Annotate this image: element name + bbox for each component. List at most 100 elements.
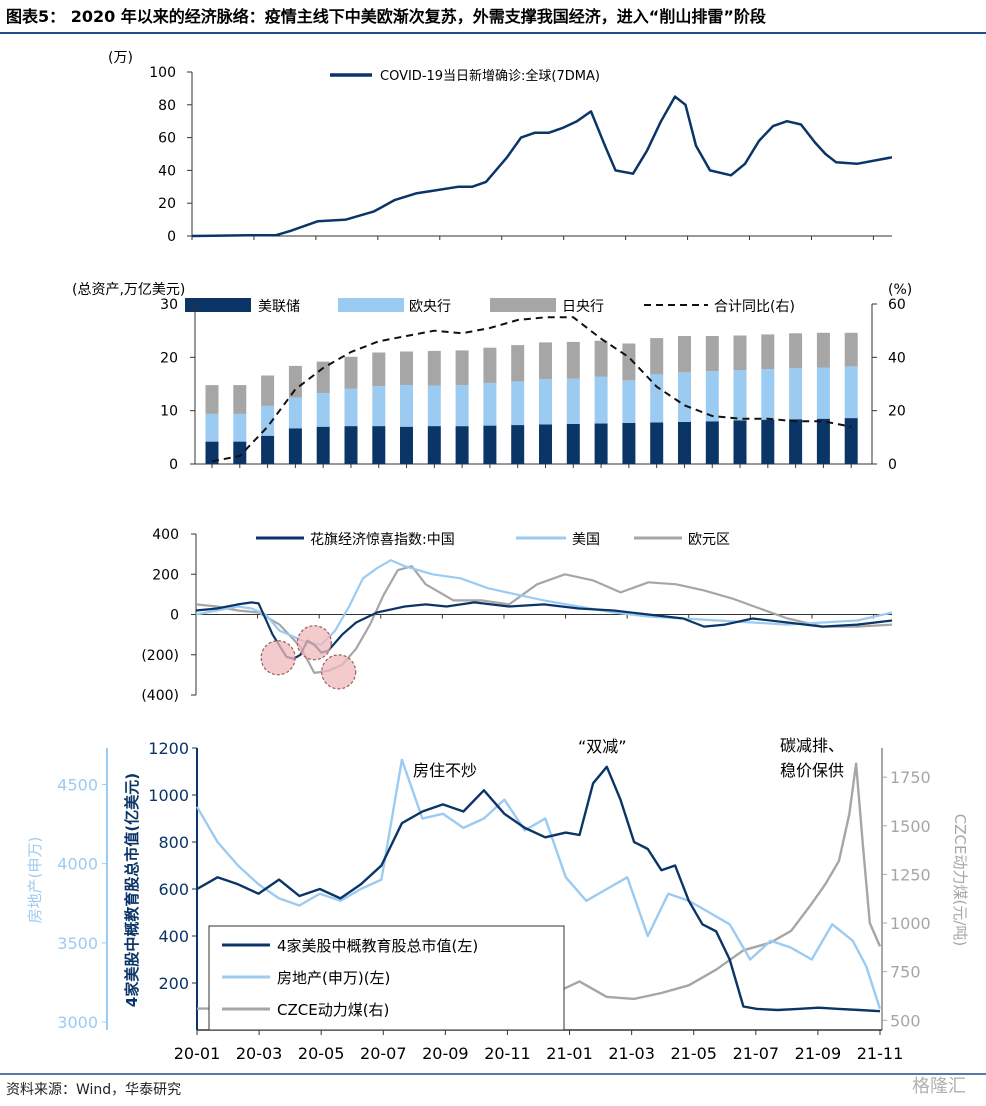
p4-annotation-carbon: 碳减排、 <box>780 736 844 755</box>
p4-annotation-double-reduction: “双减” <box>578 737 627 756</box>
p2-legend-label-fed: 美联储 <box>258 299 300 315</box>
p2-bar-fed <box>705 421 719 464</box>
p4-y-tick-label-right: 500 <box>890 1011 921 1030</box>
p2-bar-fed <box>789 419 803 464</box>
p2-bar-fed <box>761 419 775 464</box>
p3-legend-label-us: 美国 <box>572 532 600 548</box>
p4-y-tick-label-far-left: 4500 <box>57 775 98 794</box>
p4-x-tick-label: 21-09 <box>795 1044 842 1063</box>
p3-legend-label-china: 花旗经济惊喜指数:中国 <box>310 532 455 548</box>
p2-legend-label-ecb: 欧央行 <box>409 299 451 315</box>
p2-bar-fed <box>678 421 691 464</box>
p2-y-tick-label: 20 <box>160 350 178 366</box>
p2-bar-ecb <box>678 372 691 422</box>
p4-annotation-price-stability: 稳价保供 <box>780 761 844 780</box>
p2-bar-ecb <box>650 374 664 423</box>
p2-bar-boj <box>789 333 803 368</box>
p2-bar-fed <box>288 428 302 464</box>
p4-series-line-realestate <box>195 758 882 1010</box>
p4-axes: 200 400 600 800 1000 1200 3000 3500 4000 4500 500 7… <box>57 739 930 1063</box>
p4-x-tick-label: 20-09 <box>422 1044 469 1063</box>
p2-bar-boj <box>316 361 330 394</box>
p2-bar-boj <box>205 385 219 414</box>
p4-x-tick-label: 20-07 <box>360 1044 407 1063</box>
p4-annotation-housing: 房住不炒 <box>413 761 477 780</box>
p2-y-tick-label-right: 0 <box>888 457 897 473</box>
p4-y-tick-label: 800 <box>158 833 189 852</box>
p4-y-tick-label: 200 <box>158 974 189 993</box>
p4-x-tick-label: 21-07 <box>733 1044 780 1063</box>
p1-unit-label: (万) <box>108 50 133 66</box>
p2-bar-fed <box>344 426 358 464</box>
p2-bar-boj <box>288 365 302 398</box>
p2-bar-ecb <box>261 405 275 436</box>
p2-bar-boj <box>511 345 525 382</box>
p2-legend-label-boj: 日央行 <box>562 299 604 315</box>
p4-x-tick-label: 20-01 <box>174 1044 221 1063</box>
p4-x-tick-label: 20-03 <box>236 1044 283 1063</box>
p2-bar-fed <box>372 426 386 464</box>
p2-bar-ecb <box>539 379 552 425</box>
p2-bar-fed <box>233 441 247 464</box>
p2-bar-fed <box>427 426 441 464</box>
p4-x-tick-label: 20-11 <box>484 1044 531 1063</box>
p2-bar-fed <box>455 426 469 464</box>
p2-bar-ecb <box>205 413 219 442</box>
p2-bar-ecb <box>816 367 830 419</box>
p2-bar-ecb <box>427 385 441 427</box>
p2-bar-fed <box>483 425 497 464</box>
p2-y-tick-label-right: 60 <box>888 297 906 313</box>
p2-bar-boj <box>761 334 775 370</box>
p2-bar-boj <box>650 338 664 375</box>
p2-bar-ecb <box>789 368 803 420</box>
p2-y-tick-label: 0 <box>169 457 178 473</box>
p2-bar-ecb <box>733 370 747 421</box>
p1-y-tick-label: 40 <box>158 163 176 179</box>
p2-series-line-yoy <box>211 316 852 463</box>
p4-y-tick-label-far-left: 4000 <box>57 855 98 874</box>
p1-y-tick-label: 20 <box>158 196 176 212</box>
p2-bar-boj <box>400 351 413 386</box>
p4-y-tick-label: 600 <box>158 880 189 899</box>
p1-y-tick-label: 100 <box>149 65 176 81</box>
p2-bar-ecb <box>511 381 525 425</box>
source-note: 资料来源：Wind，华泰研究 <box>6 1082 181 1098</box>
p2-legend-swatch-boj <box>490 298 556 312</box>
p2-bar-fed <box>511 425 525 464</box>
p2-bar-ecb <box>316 393 330 427</box>
p2-legend-swatch-ecb <box>338 298 404 312</box>
p3-y-tick-label: 200 <box>152 567 179 583</box>
p3-highlight-circle <box>321 654 357 690</box>
p1-y-tick-label: 60 <box>158 131 176 147</box>
p4-legend-label-realestate: 房地产(申万)(左) <box>277 969 390 987</box>
p2-bar-fed <box>566 424 580 464</box>
p1-y-tick-label: 80 <box>158 98 176 114</box>
p2-bar-boj <box>539 342 552 380</box>
p4-x-tick-label: 21-11 <box>857 1044 904 1063</box>
p2-bar-fed <box>205 441 219 464</box>
p4-legend-label-edu: 4家美股中概教育股总市值(左) <box>277 937 478 955</box>
p2-bar-fed <box>816 418 830 464</box>
p2-bar-ecb <box>288 397 302 429</box>
p4-series-line-edu <box>196 765 881 1013</box>
p2-bar-ecb <box>372 386 386 427</box>
p2-bar-ecb <box>483 382 497 426</box>
p4-y-tick-label: 400 <box>158 927 189 946</box>
p2-bar-ecb <box>455 385 469 427</box>
p4-left-axis-label: 4家美股中概教育股总市值(亿美元) <box>123 773 141 1007</box>
p2-bar-boj <box>566 341 580 379</box>
p4-x-tick-label: 21-01 <box>546 1044 593 1063</box>
p4-legend-label-coal: CZCE动力煤(右) <box>277 1001 389 1019</box>
p1-series-line-covid <box>191 95 893 238</box>
panel-covid-cases: (万) COVID-19当日新增确诊:全球(7DMA) 0 20 40 60 80 100 <box>108 50 893 245</box>
panel-policy-markets: 200 400 600 800 1000 1200 3000 3500 4000 4500 500 7… <box>26 736 969 1063</box>
p3-y-tick-label: 400 <box>152 527 179 543</box>
p2-bar-boj <box>483 347 497 383</box>
p2-bar-ecb <box>400 385 413 427</box>
p4-x-tick-label: 20-05 <box>298 1044 345 1063</box>
p3-highlight-circle <box>260 640 296 676</box>
p2-bar-ecb <box>705 371 719 422</box>
p2-bar-fed <box>622 422 636 464</box>
p4-y-tick-label-right: 1750 <box>890 768 931 787</box>
